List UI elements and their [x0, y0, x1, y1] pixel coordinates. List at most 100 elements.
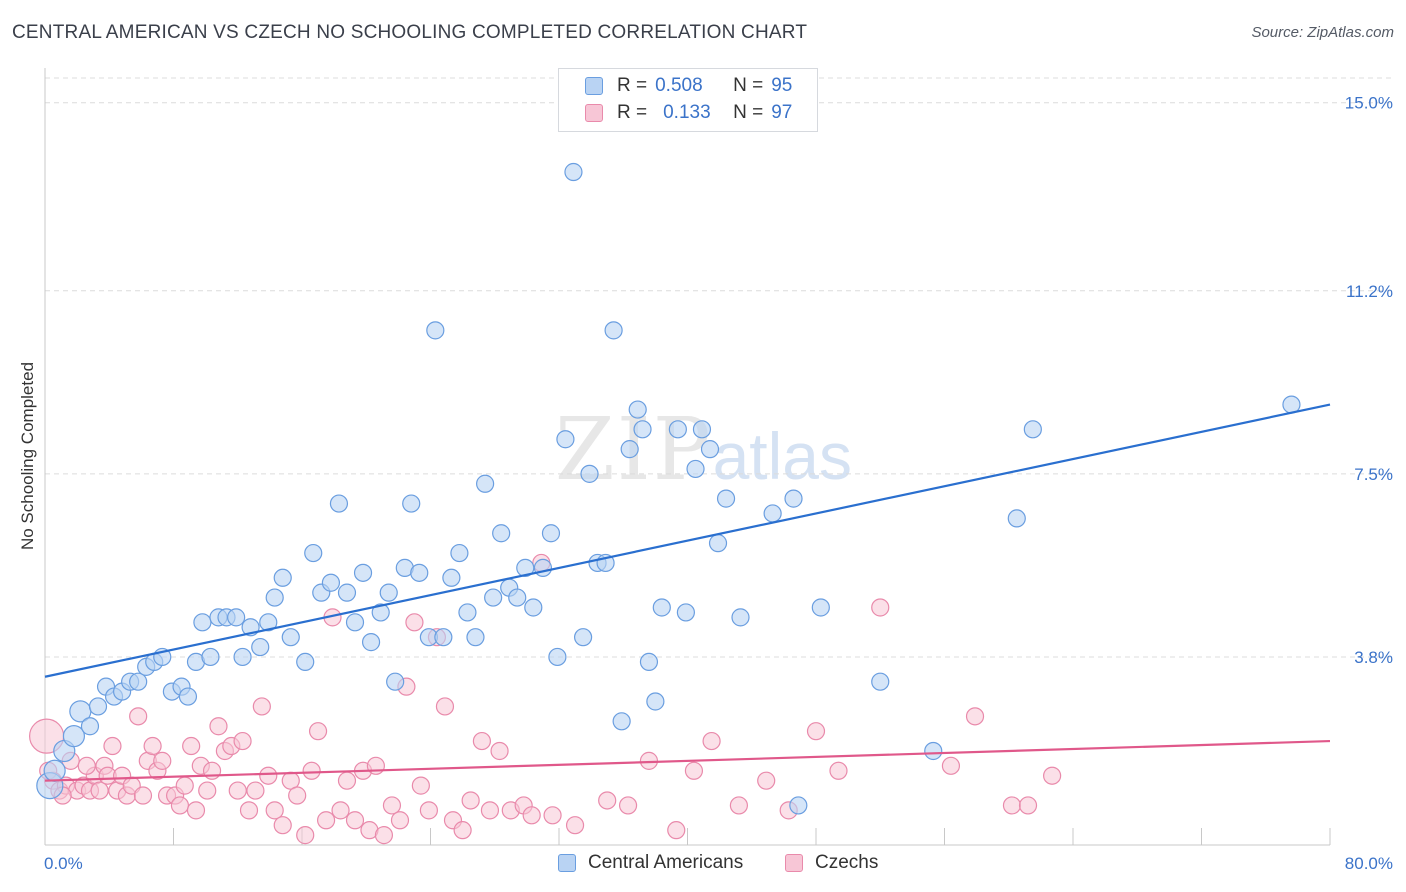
blue-swatch — [558, 854, 576, 872]
central-americans-point — [646, 692, 665, 711]
y-tick-label: 7.5% — [1354, 465, 1393, 484]
central-americans-point — [811, 598, 830, 617]
central-americans-point — [692, 420, 712, 439]
czechs-point — [316, 811, 336, 830]
central-americans-point — [450, 543, 469, 563]
central-americans-point — [386, 672, 405, 691]
czechs-point — [757, 771, 776, 790]
r-value: 0.133 — [663, 102, 711, 123]
central-americans-point — [604, 321, 623, 340]
legend-row-czechs: R = 0.133 N = 97 — [585, 100, 792, 126]
czechs-point — [265, 801, 284, 820]
bottom-legend-czechs: Czechs — [785, 852, 878, 874]
x-tick-label: 0.0% — [44, 854, 83, 873]
czechs-point — [170, 796, 190, 815]
czechs-point — [246, 781, 265, 800]
central-americans-point — [129, 672, 148, 691]
central-americans-point — [88, 697, 108, 716]
stats-legend: R = 0.508 N = 95 R = 0.133 N = 97 — [558, 68, 818, 132]
central-americans-point — [296, 652, 315, 672]
r-label: R = — [617, 75, 648, 96]
central-americans-point — [337, 583, 357, 602]
czechs-point — [453, 821, 472, 840]
r-label: R = — [617, 102, 648, 123]
czechs-point — [829, 761, 848, 780]
czechs-point — [411, 776, 430, 795]
central-americans-point — [1023, 420, 1042, 439]
central-americans-trend-line — [44, 403, 1331, 678]
central-americans-point — [476, 474, 495, 493]
czechs-point — [522, 806, 541, 825]
central-americans-point — [80, 717, 100, 736]
czechs-point — [182, 736, 201, 756]
czechs-point — [331, 801, 350, 820]
central-americans-point — [716, 489, 736, 508]
central-americans-point — [410, 563, 429, 582]
czechs-point — [419, 801, 438, 820]
tick-labels: 3.8% 7.5% 11.2% 15.0% 0.0% 80.0% — [44, 94, 1393, 873]
czechs-point — [702, 731, 721, 751]
watermark-atlas: atlas — [712, 419, 853, 493]
central-americans-point — [516, 558, 535, 577]
axes — [44, 68, 1331, 846]
central-americans-point — [763, 504, 782, 523]
czechs-point — [308, 722, 328, 741]
pink-swatch — [585, 104, 603, 122]
central-americans-point — [633, 420, 652, 439]
central-americans-point — [508, 588, 527, 607]
legend-label: Central Americans — [588, 852, 744, 873]
czechs-point — [684, 761, 704, 780]
czechs-point — [965, 707, 985, 726]
central-americans-point — [652, 598, 671, 617]
central-americans-point — [676, 603, 695, 622]
central-americans-point — [379, 583, 398, 602]
czechs-point — [143, 736, 162, 756]
r-value: 0.508 — [655, 75, 703, 96]
chart-title: CENTRAL AMERICAN VS CZECH NO SCHOOLING C… — [12, 22, 808, 43]
central-americans-point — [426, 321, 445, 340]
czechs-point — [345, 811, 365, 830]
czechs-point — [302, 761, 321, 780]
central-americans-point — [321, 573, 341, 592]
central-americans-point — [700, 440, 720, 459]
central-americans-point — [639, 652, 659, 672]
czechs-point — [103, 736, 122, 756]
y-tick-label: 11.2% — [1346, 282, 1393, 301]
czechs-point — [871, 598, 890, 617]
czechs-point — [382, 796, 402, 815]
central-americans-point — [484, 588, 503, 607]
central-americans-point — [871, 672, 890, 691]
central-americans-point — [345, 613, 365, 632]
czechs-point — [472, 731, 491, 751]
czechs-point — [1002, 796, 1022, 815]
central-americans-point — [731, 608, 750, 627]
czechs-point — [129, 707, 148, 726]
n-label: N = — [733, 75, 764, 96]
n-label: N = — [733, 102, 764, 123]
central-americans-point — [533, 558, 553, 577]
czechs-point — [233, 731, 252, 751]
czechs-point — [337, 771, 357, 790]
central-americans-point — [789, 796, 808, 815]
central-americans-point — [628, 400, 647, 419]
czechs-point — [288, 786, 307, 805]
central-americans-point — [43, 759, 66, 782]
central-americans-point — [466, 628, 485, 647]
czechs-point — [1018, 796, 1038, 815]
czechs-point — [543, 806, 562, 825]
source-label: Source: ZipAtlas.com — [1251, 24, 1394, 41]
czechs-point — [366, 756, 385, 775]
czechs-point — [252, 697, 271, 716]
czechs-point — [598, 791, 617, 810]
czechs-point — [90, 781, 109, 800]
central-americans-point — [492, 524, 511, 543]
czechs-point — [490, 741, 509, 761]
pink-swatch — [785, 854, 803, 872]
central-americans-point — [668, 420, 687, 439]
central-americans-point — [924, 741, 943, 761]
czechs-point — [209, 717, 228, 736]
central-americans-points — [36, 162, 1301, 815]
central-americans-point — [573, 628, 593, 647]
central-americans-point — [201, 647, 220, 667]
czechs-point — [186, 801, 206, 820]
